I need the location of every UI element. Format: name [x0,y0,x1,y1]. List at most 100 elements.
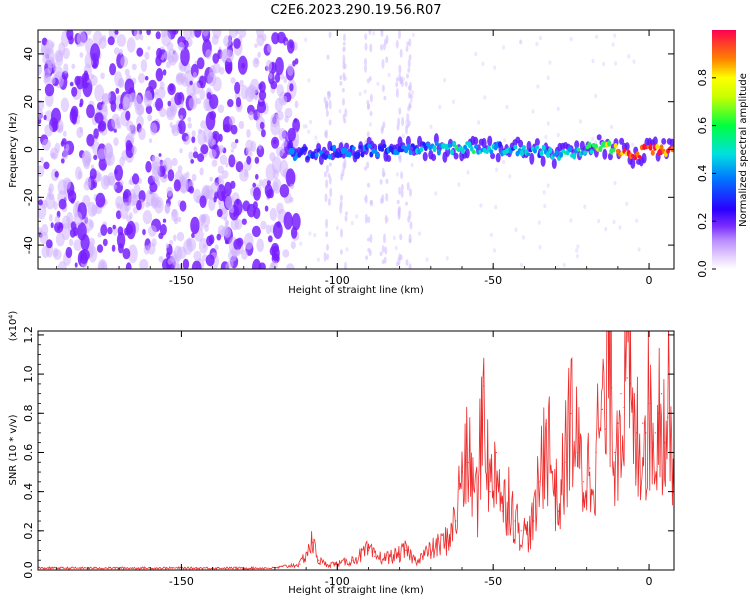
noise-blob [96,244,104,253]
noise-blob [138,127,146,141]
signal-halo [405,135,411,147]
snr-point [533,520,535,522]
noise-blob [139,259,149,269]
noise-blob [364,64,367,73]
noise-blob [43,114,47,121]
snr-point [636,432,638,434]
noise-blob [219,154,228,165]
noise-blob [294,100,299,109]
noise-blob [344,76,347,81]
noise-blob [73,211,83,226]
noise-blob [144,75,149,81]
snr-point [617,422,619,424]
noise-blob [79,102,83,108]
noise-blob [367,182,370,188]
noise-blob [248,111,255,121]
noise-blob [299,241,303,246]
noise-blob [79,126,83,133]
noise-blob [122,248,131,260]
noise-blob [274,97,283,112]
noise-blob [179,64,183,70]
noise-blob [225,49,234,63]
noise-blob [65,246,73,259]
signal-core [380,146,385,152]
signal-core [436,149,441,156]
signal-core [399,148,404,153]
noise-blob [495,167,499,172]
signal-core [519,149,524,157]
noise-blob [177,120,186,135]
noise-blob [372,31,376,36]
noise-blob [227,259,234,268]
noise-blob [166,251,171,259]
noise-blob [223,124,230,133]
noise-blob [502,159,506,165]
noise-blob [98,120,107,132]
noise-blob [100,224,108,236]
noise-blob [174,262,180,269]
noise-blob [381,245,385,253]
noise-blob [212,62,221,74]
signal-core [406,143,411,151]
snr-point [570,412,572,414]
signal-halo [473,136,479,146]
noise-blob [271,136,280,149]
noise-blob [329,187,333,198]
noise-blob [116,232,126,249]
noise-blob [256,34,265,47]
noise-blob [328,31,332,39]
noise-blob [122,191,129,200]
noise-blob [138,73,146,84]
noise-blob [477,120,481,125]
noise-blob [355,214,359,219]
noise-blob [326,253,330,260]
noise-blob [185,135,189,142]
noise-blob [96,172,102,182]
noise-blob [397,117,401,127]
noise-blob [147,225,157,237]
noise-blob [270,113,280,128]
noise-blob [289,83,294,92]
noise-blob [167,169,175,182]
noise-blob [162,69,167,76]
noise-blob [395,87,399,98]
noise-blob [191,136,196,144]
noise-blob [338,109,342,114]
snr-point [623,406,625,408]
noise-blob [45,239,53,249]
noise-blob [163,50,171,60]
noise-blob [542,190,546,195]
noise-blob [112,224,116,230]
noise-blob [38,165,45,177]
noise-blob [206,92,212,100]
snr-point [445,540,447,542]
noise-blob [438,104,442,110]
noise-blob [613,180,617,186]
noise-blob [54,171,59,178]
noise-blob [173,245,183,262]
snr-point [539,481,541,483]
noise-blob [126,215,132,223]
noise-blob [62,130,67,137]
noise-blob [271,156,282,174]
noise-blob [385,56,389,64]
noise-blob [38,201,47,220]
noise-blob [385,217,389,222]
noise-blob [418,231,421,236]
colorbar-gradient [712,30,736,269]
noise-blob [273,181,279,192]
noise-blob [38,99,45,111]
noise-blob [631,142,634,147]
noise-blob [392,235,396,241]
noise-blob [131,63,137,71]
noise-blob [267,44,272,53]
noise-blob [82,77,93,98]
noise-blob [113,128,117,133]
noise-blob [235,30,240,35]
noise-blob [556,132,560,138]
noise-blob [224,195,235,210]
noise-blob [151,156,161,170]
signal-core [576,147,581,152]
noise-blob [102,238,108,247]
noise-blob [381,194,385,204]
